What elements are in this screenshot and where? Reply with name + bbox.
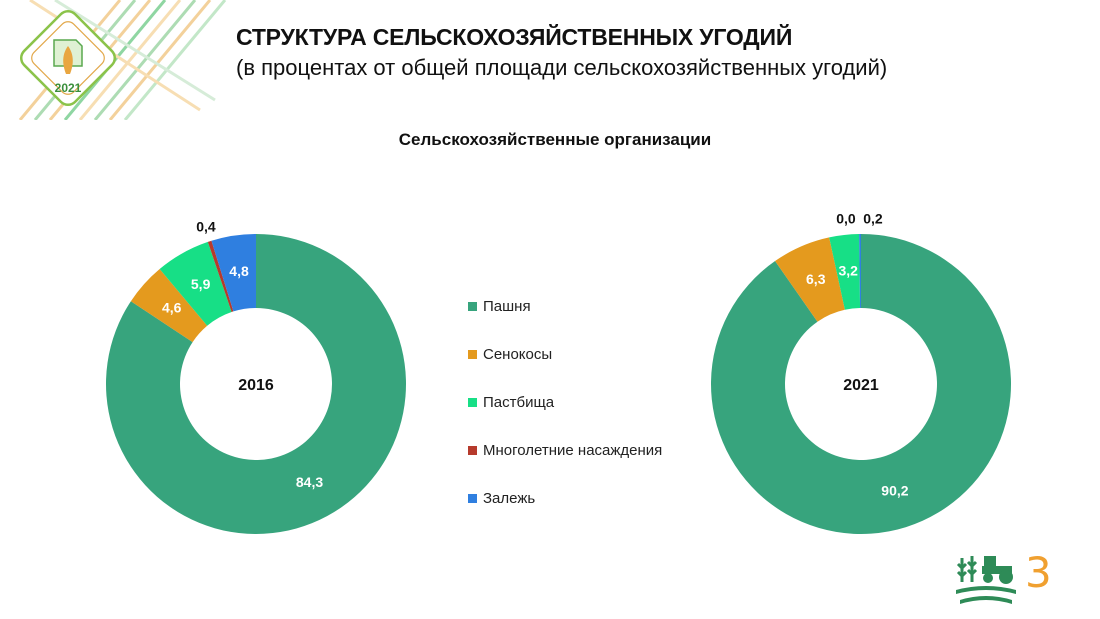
slice-label: 84,3	[296, 474, 323, 490]
donut-slice	[859, 234, 861, 309]
donut-slice	[829, 234, 861, 310]
donut-center-label: 2016	[238, 377, 274, 394]
donut-slice	[105, 234, 406, 534]
section-title: Сельскохозяйственные организации	[398, 130, 712, 149]
legend-label: Многолетние насаждения	[483, 441, 663, 459]
slice-label: 4,8	[229, 263, 249, 279]
donut-slice	[211, 234, 256, 312]
page-number: 3	[1025, 548, 1052, 597]
legend-item-fallow: Залежь	[468, 474, 662, 522]
legend-item-hayfields: Сенокосы	[468, 330, 662, 378]
legend-item-pastures: Пастбища	[468, 378, 662, 426]
legend-item-arable: Пашня	[468, 282, 662, 330]
slice-label: 90,2	[881, 482, 908, 498]
donut-slice	[711, 234, 1011, 534]
donut-slice	[130, 269, 208, 343]
census-logo: 2021	[19, 9, 117, 107]
legend: Пашня Сенокосы Пастбища Многолетние наса…	[468, 282, 662, 522]
logo-year: 2021	[55, 81, 82, 95]
legend-swatch	[468, 397, 477, 407]
slice-label: 4,6	[162, 299, 182, 315]
donut-center-label: 2021	[843, 377, 879, 394]
legend-swatch	[468, 301, 477, 311]
legend-swatch	[468, 349, 477, 359]
legend-label: Сенокосы	[483, 345, 553, 363]
slice-label: 6,3	[806, 271, 826, 287]
slice-label-outside: 0,0	[836, 211, 856, 227]
legend-label: Пашня	[483, 297, 531, 315]
legend-label: Пастбища	[483, 393, 555, 411]
donut-slice	[207, 240, 234, 313]
legend-swatch	[468, 445, 477, 455]
legend-label: Залежь	[483, 489, 536, 507]
agriculture-logo	[956, 556, 1016, 604]
page-title: СТРУКТУРА СЕЛЬСКОХОЗЯЙСТВЕННЫХ УГОДИЙ	[236, 24, 793, 50]
slice-label: 3,2	[839, 262, 859, 278]
legend-swatch	[468, 493, 477, 503]
slice-label-outside: 0,4	[196, 219, 216, 235]
page-subtitle: (в процентах от общей площади сельскохоз…	[236, 55, 888, 80]
slice-label-outside: 0,2	[863, 211, 883, 227]
donut-slice	[159, 241, 232, 326]
legend-item-perennials: Многолетние насаждения	[468, 426, 662, 474]
donut-slice	[775, 237, 845, 322]
slice-label: 5,9	[191, 276, 211, 292]
